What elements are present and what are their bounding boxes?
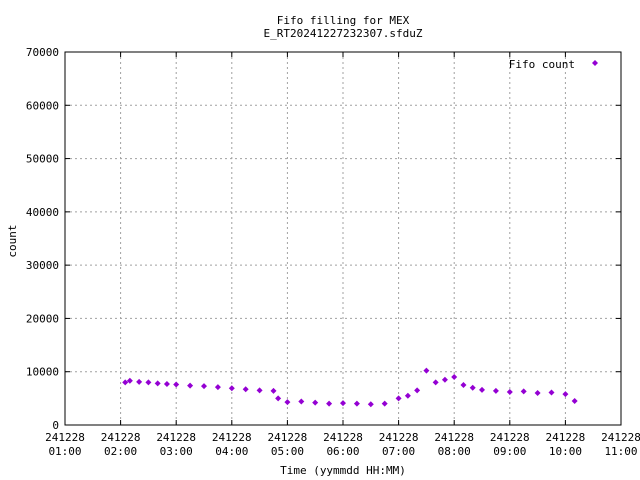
data-point: [562, 391, 569, 398]
data-point: [187, 382, 194, 389]
data-point: [548, 389, 555, 396]
data-points: [122, 367, 578, 408]
data-point: [506, 388, 513, 395]
x-tick-label-time: 10:00: [549, 445, 582, 458]
data-point: [228, 385, 235, 392]
x-tick-label-date: 241228: [268, 431, 308, 444]
data-point: [451, 374, 458, 381]
legend-marker: [592, 60, 598, 66]
x-tick-label-time: 03:00: [160, 445, 193, 458]
data-point: [270, 387, 277, 394]
legend-label: Fifo count: [509, 58, 575, 71]
data-point: [353, 400, 360, 407]
grid: [65, 52, 621, 425]
x-tick-label-time: 06:00: [326, 445, 359, 458]
x-axis-ticks: 24122801:0024122802:0024122803:002412280…: [45, 52, 640, 458]
legend: Fifo count: [509, 58, 598, 71]
y-tick-label: 0: [52, 419, 59, 432]
data-point: [284, 399, 291, 406]
data-point: [214, 384, 221, 391]
data-point: [326, 400, 333, 407]
data-point: [367, 401, 374, 408]
data-point: [136, 378, 143, 385]
y-tick-label: 30000: [26, 259, 59, 272]
x-tick-label-date: 241228: [490, 431, 530, 444]
data-point: [173, 381, 180, 388]
y-tick-label: 70000: [26, 46, 59, 59]
data-point: [122, 379, 129, 386]
data-point: [460, 382, 467, 389]
data-point: [441, 376, 448, 383]
x-tick-label-time: 09:00: [493, 445, 526, 458]
data-point: [201, 383, 207, 390]
x-tick-label-time: 02:00: [104, 445, 137, 458]
y-tick-label: 20000: [26, 312, 59, 325]
data-point: [154, 380, 161, 387]
data-point: [340, 400, 346, 407]
data-point: [312, 399, 319, 406]
x-axis-label: Time (yymmdd HH:MM): [280, 464, 406, 477]
x-tick-label-date: 241228: [212, 431, 252, 444]
x-tick-label-date: 241228: [156, 431, 196, 444]
y-tick-label: 60000: [26, 99, 59, 112]
x-tick-label-time: 04:00: [215, 445, 248, 458]
data-point: [520, 388, 527, 395]
data-point: [492, 387, 499, 394]
y-tick-label: 40000: [26, 206, 59, 219]
x-tick-label-date: 241228: [323, 431, 363, 444]
x-tick-label-time: 01:00: [48, 445, 81, 458]
data-point: [479, 386, 485, 393]
data-point: [145, 379, 152, 386]
data-point: [242, 386, 249, 393]
data-point: [571, 398, 578, 405]
y-tick-label: 10000: [26, 366, 59, 379]
data-point: [275, 395, 282, 402]
data-point: [414, 387, 421, 394]
data-point: [298, 398, 305, 405]
y-tick-label: 50000: [26, 153, 59, 166]
chart-subtitle: E_RT20241227232307.sfduZ: [264, 27, 423, 40]
data-point: [469, 384, 476, 391]
x-tick-label-time: 11:00: [604, 445, 637, 458]
x-tick-label-date: 241228: [101, 431, 141, 444]
x-tick-label-date: 241228: [379, 431, 419, 444]
y-axis-ticks: 0 10000 20000 30000 40000 50000 60000 70000: [26, 46, 621, 432]
data-point: [126, 377, 133, 384]
x-tick-label-time: 08:00: [438, 445, 471, 458]
data-point: [395, 395, 402, 402]
x-tick-label-date: 241228: [45, 431, 85, 444]
x-tick-label-time: 07:00: [382, 445, 415, 458]
x-tick-label-date: 241228: [601, 431, 640, 444]
data-point: [163, 380, 170, 387]
x-tick-label-time: 05:00: [271, 445, 304, 458]
data-point: [534, 390, 541, 397]
x-tick-label-date: 241228: [546, 431, 586, 444]
data-point: [404, 392, 411, 399]
chart-title: Fifo filling for MEX: [277, 14, 410, 27]
y-axis-label: count: [6, 224, 19, 257]
x-tick-label-date: 241228: [434, 431, 474, 444]
data-point: [432, 379, 439, 386]
data-point: [381, 400, 388, 407]
data-point: [256, 387, 263, 394]
data-point: [423, 367, 430, 374]
